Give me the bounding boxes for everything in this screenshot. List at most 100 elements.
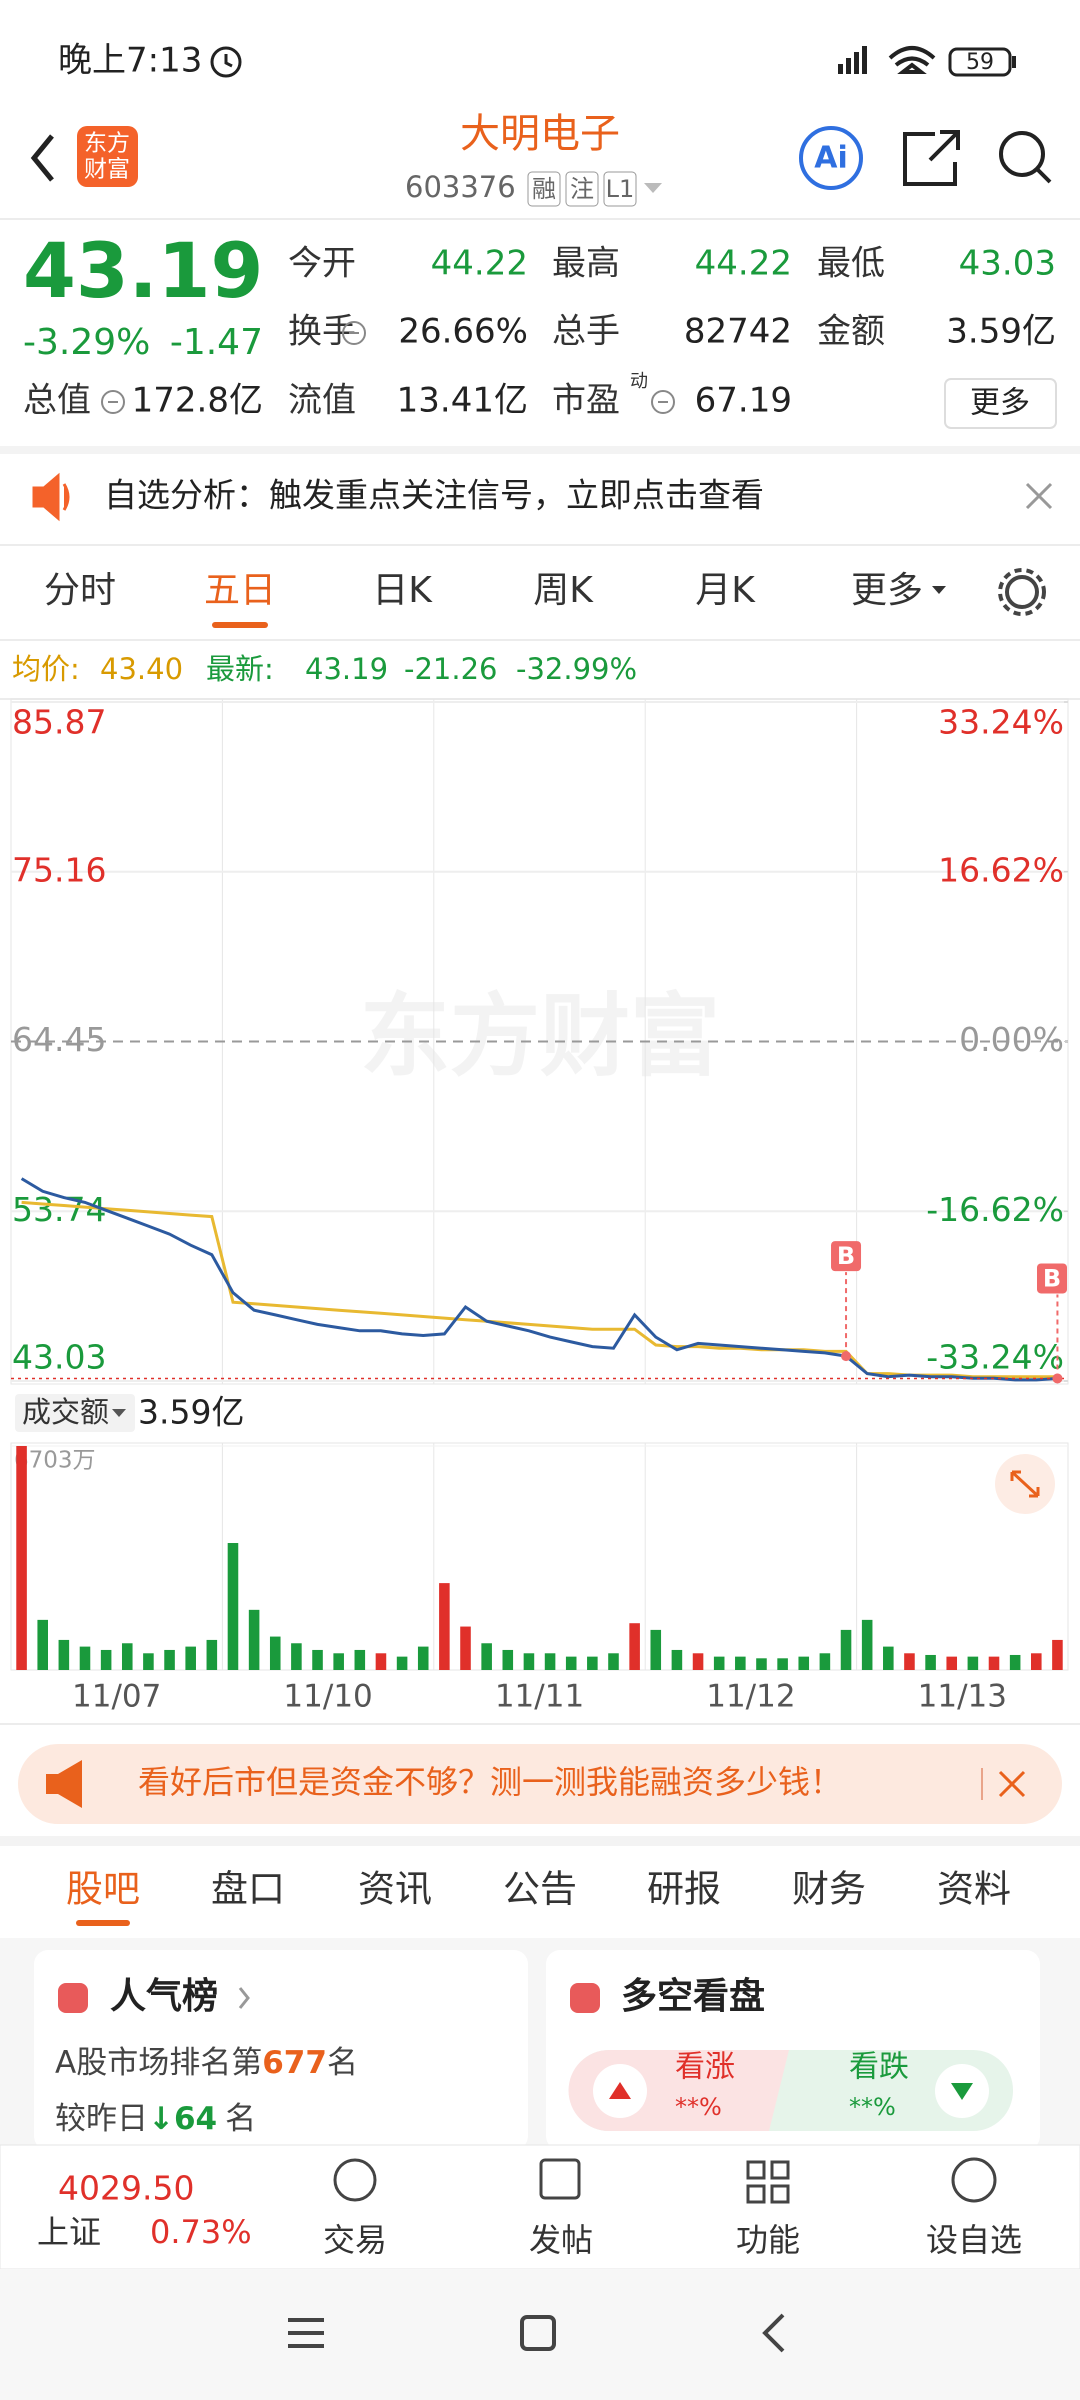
post-icon[interactable] [539,2158,581,2200]
y-tick-label: 43.03 [12,1338,106,1377]
back-nav-button[interactable] [762,2313,785,2353]
badge-text: 注 [570,175,594,203]
function-icon[interactable] [746,2160,790,2204]
rank-rank-prefix: A股市场排名第 [55,2045,262,2081]
volume-bar [565,1656,577,1670]
chart-tab[interactable]: 更多 [851,570,923,611]
volume-bar [988,1656,1000,1670]
trade-icon[interactable] [333,2158,377,2202]
badge [603,171,637,207]
info-tab[interactable]: 盘口 [211,1868,285,1911]
info-icon [651,390,675,414]
alarm-icon [210,46,242,78]
volume-bar [713,1656,725,1670]
volume-bar [756,1658,767,1670]
rank-change: 64 [174,2101,217,2137]
share-button[interactable] [903,130,960,186]
up-label: 看涨 [675,2050,735,2085]
volume-bar [375,1653,387,1670]
annotation-marker [831,1241,862,1272]
badge-text: L1 [606,175,635,203]
notice-text[interactable]: 自选分析：触发重点关注信号，立即点击查看 [104,476,764,515]
nav-bar [0,2269,1080,2400]
home-button[interactable] [520,2315,556,2351]
menu-button[interactable] [288,2318,324,2348]
settings-button[interactable] [1005,575,1039,609]
bottom-item[interactable]: 功能 [736,2221,800,2259]
volume-bar [798,1656,810,1670]
info-tab[interactable]: 资讯 [358,1868,432,1911]
price-line [21,1200,1058,1379]
ad-banner[interactable] [18,1744,1062,1824]
stock-code: 603376 [405,170,516,204]
summary-last: 43.19 [305,652,388,686]
volume-bar [206,1639,218,1670]
card[interactable] [34,1950,528,2150]
volume-label[interactable]: 成交额 [22,1395,109,1429]
chart-tab[interactable]: 五日 [204,570,276,611]
field-label: 今开 [288,244,356,284]
volume-selector[interactable] [15,1394,135,1432]
chart-tab[interactable]: 周K [533,570,594,611]
volume-bar [396,1656,408,1670]
expand-button[interactable] [1010,1470,1040,1498]
watchlist-icon[interactable] [951,2157,997,2203]
down-label: 看跌 [849,2050,909,2085]
search-button[interactable] [999,131,1045,177]
volume-bar [650,1629,662,1670]
annotation-label: B [837,1242,855,1270]
dropdown-icon [932,586,946,594]
close-button[interactable] [998,1770,1026,1798]
volume-bar [333,1653,344,1670]
volume-bar [692,1653,704,1670]
badge-text: 融 [532,175,556,203]
rank-rank-suffix: 名 [327,2045,358,2081]
y-tick-label: 75.16 [12,850,106,889]
ad-text[interactable]: 看好后市但是资金不够？测一测我能融资多少钱！ [138,1763,842,1801]
chart-tab[interactable]: 月K [695,570,756,611]
info-tab[interactable]: 研报 [647,1868,721,1911]
volume-bar [417,1646,429,1670]
search-button[interactable] [1035,167,1052,184]
field-value: 172.8亿 [132,381,263,421]
info-tab[interactable]: 股吧 [66,1868,140,1911]
ai-button[interactable] [799,126,863,190]
info-tab[interactable]: 公告 [503,1868,577,1911]
volume-bar [671,1649,683,1670]
bottom-item[interactable]: 交易 [323,2221,387,2259]
dropdown-icon [112,1409,126,1417]
x-tick-label: 11/11 [495,1679,584,1715]
stock-name: 大明电子 [460,111,620,157]
field-value: 26.66% [398,312,528,352]
info-tab[interactable]: 资料 [937,1868,1011,1911]
status-time: 晚上7:13 [58,41,202,81]
volume-bar [1031,1653,1042,1670]
chart-tab[interactable]: 日K [372,570,433,611]
close-button[interactable] [1025,482,1053,510]
alarm-icon [224,54,233,68]
more-button[interactable] [944,378,1057,429]
rank-icon [58,1983,88,2013]
volume-bar [883,1646,894,1670]
volume-bar [608,1653,619,1670]
card-title[interactable]: 人气榜 [110,1976,218,2017]
info-tab[interactable]: 财务 [792,1868,866,1911]
volume-bar [1052,1639,1063,1670]
settings-button[interactable] [998,568,1046,616]
back-button[interactable] [30,134,54,182]
watermark: 东方财富 [360,984,720,1089]
pe-superscript: 动 [630,371,648,392]
rank-text: A股市场排名第677名 [55,2045,358,2081]
chevron [238,1987,250,2009]
bottom-item[interactable]: 设自选 [926,2221,1022,2259]
bottom-item[interactable]: 发帖 [529,2221,593,2259]
up-value: **% [675,2093,722,2121]
chart-tab[interactable]: 分时 [44,570,116,611]
volume-bar [544,1653,556,1670]
more-button-label[interactable]: 更多 [970,386,1030,421]
field-label: 总手 [552,312,620,352]
volume-bar [523,1653,535,1670]
volume-bar [269,1636,281,1670]
battery-icon [1012,56,1016,68]
